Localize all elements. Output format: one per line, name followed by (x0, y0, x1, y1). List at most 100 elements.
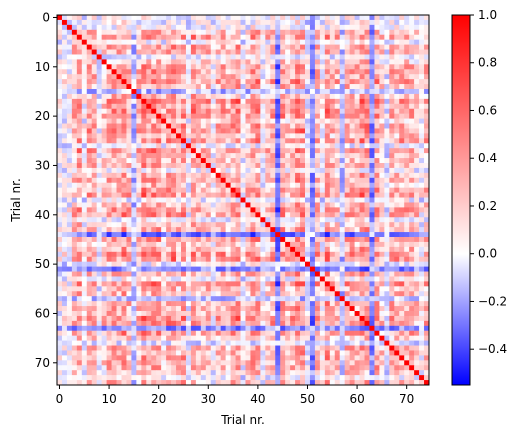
heatmap-cell (309, 64, 316, 70)
heatmap-cell (329, 103, 336, 110)
heatmap-cell (225, 266, 231, 272)
heatmap-cell (295, 172, 301, 179)
heatmap-cell (126, 207, 132, 213)
heatmap-cell (91, 241, 97, 248)
heatmap-cell (384, 138, 390, 144)
heatmap-cell (61, 311, 68, 317)
heatmap-cell (260, 197, 266, 203)
heatmap-cell (414, 251, 420, 258)
heatmap-cell (305, 98, 311, 105)
heatmap-cell (250, 148, 256, 154)
heatmap-cell (215, 123, 221, 129)
heatmap-cell (319, 197, 326, 203)
heatmap-cell (374, 123, 380, 129)
heatmap-cell (309, 15, 316, 21)
heatmap-cell (230, 301, 236, 307)
heatmap-cell (61, 84, 68, 90)
heatmap-cell (275, 271, 281, 277)
heatmap-cell (136, 108, 142, 114)
heatmap-cell (384, 232, 390, 238)
heatmap-cell (414, 79, 420, 85)
heatmap-cell (146, 148, 152, 154)
heatmap-cell (151, 138, 157, 144)
heatmap-cell (66, 108, 73, 114)
heatmap-cell (399, 266, 405, 272)
heatmap-cell (409, 212, 415, 218)
heatmap-cell (181, 202, 187, 208)
heatmap-cell (309, 301, 316, 307)
heatmap-cell (181, 84, 187, 90)
heatmap-cell (200, 172, 207, 179)
heatmap-cell (349, 222, 355, 228)
heatmap-cell (210, 153, 217, 159)
heatmap-cell (384, 19, 390, 26)
heatmap-cell (369, 89, 375, 95)
heatmap-cell (419, 79, 425, 85)
heatmap-cell (285, 256, 291, 262)
heatmap-cell (270, 39, 276, 45)
heatmap-cell (285, 251, 291, 258)
heatmap-cell (295, 64, 301, 70)
heatmap-cell (230, 69, 236, 75)
heatmap-cell (181, 24, 187, 31)
heatmap-cell (314, 335, 321, 341)
heatmap-cell (66, 44, 73, 50)
heatmap-cell (280, 212, 286, 218)
heatmap-cell (319, 325, 326, 332)
heatmap-cell (319, 232, 326, 238)
heatmap-cell (329, 177, 336, 184)
heatmap-cell (295, 237, 301, 243)
heatmap-cell (185, 143, 192, 149)
heatmap-cell (270, 227, 276, 233)
heatmap-cell (329, 197, 336, 203)
heatmap-cell (374, 330, 380, 336)
heatmap-cell (409, 325, 415, 332)
heatmap-cell (136, 192, 142, 198)
heatmap-cell (66, 330, 73, 336)
heatmap-cell (57, 212, 63, 218)
heatmap-cell (220, 133, 226, 139)
heatmap-cell (185, 167, 192, 174)
heatmap-cell (141, 266, 147, 272)
heatmap-cell (131, 44, 137, 50)
heatmap-cell (329, 89, 336, 95)
heatmap-cell (96, 251, 102, 258)
heatmap-cell (250, 79, 256, 85)
heatmap-cell (121, 315, 127, 322)
heatmap-cell (324, 118, 331, 124)
heatmap-cell (305, 34, 311, 40)
heatmap-cell (96, 266, 102, 272)
heatmap-cell (295, 84, 301, 90)
heatmap-cell (354, 148, 360, 154)
heatmap-cell (66, 197, 73, 203)
heatmap-cell (305, 187, 311, 193)
heatmap-cell (171, 153, 177, 159)
heatmap-cell (414, 320, 420, 327)
heatmap-cell (185, 340, 192, 346)
heatmap-cell (210, 276, 217, 282)
heatmap-cell (275, 158, 281, 164)
heatmap-cell (394, 84, 400, 90)
heatmap-cell (319, 49, 326, 55)
heatmap-cell (121, 187, 127, 193)
heatmap-cell (61, 291, 68, 297)
heatmap-cell (171, 232, 177, 238)
heatmap-cell (185, 182, 192, 188)
heatmap-cell (190, 237, 197, 243)
heatmap-cell (106, 246, 112, 253)
heatmap-cell (205, 148, 212, 154)
heatmap-cell (181, 222, 187, 228)
heatmap-cell (309, 217, 316, 223)
heatmap-cell (91, 24, 97, 31)
heatmap-cell (295, 44, 301, 50)
heatmap-cell (76, 296, 83, 302)
heatmap-cell (91, 69, 97, 75)
heatmap-cell (86, 311, 93, 317)
heatmap-cell (76, 276, 83, 282)
heatmap-cell (399, 246, 405, 253)
heatmap-cell (334, 222, 341, 228)
heatmap-cell (116, 113, 122, 119)
heatmap-cell (111, 69, 117, 75)
heatmap-cell (116, 227, 122, 233)
heatmap-cell (240, 202, 246, 208)
